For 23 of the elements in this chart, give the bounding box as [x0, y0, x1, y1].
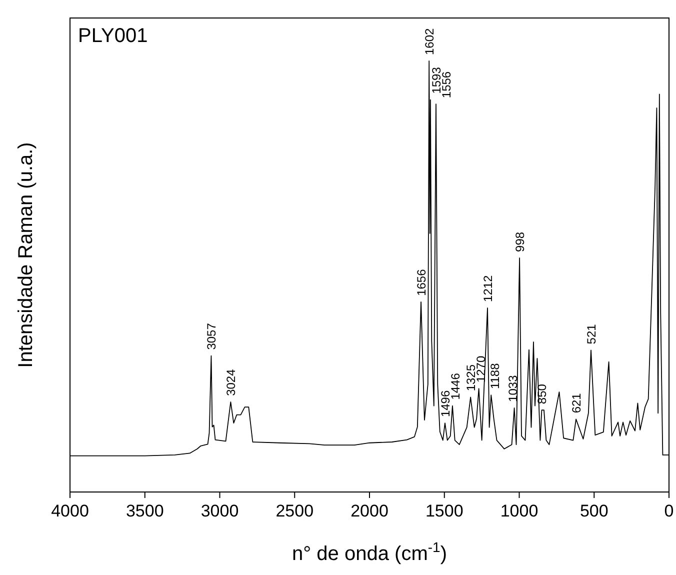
annotation: 1033	[506, 374, 520, 402]
x-tick-label: 2500	[276, 501, 314, 520]
x-tick-label: 3000	[200, 501, 239, 520]
x-tick-label: 0	[664, 501, 674, 520]
x-axis-title: n° de onda (cm$^{-1}$)	[292, 539, 447, 565]
annotation: 1602	[422, 28, 436, 55]
annotation: 521	[584, 324, 598, 344]
x-tick-label: 3500	[126, 501, 164, 520]
x-tick-label: 4000	[51, 501, 89, 520]
annotation: 3024	[224, 368, 238, 396]
annotation: 621	[569, 392, 584, 414]
annotation: 1188	[488, 362, 502, 390]
y-axis-title: Intensidade Raman (u.a.)	[15, 142, 37, 368]
x-tick-label: 1000	[500, 501, 538, 520]
annotation: 1325	[464, 364, 478, 392]
annotation: 1656	[414, 268, 428, 296]
annotation: 1212	[480, 274, 495, 302]
x-tick-label: 1500	[425, 501, 464, 520]
annotation: 3057	[204, 322, 219, 350]
x-tick-label: 2000	[350, 501, 388, 520]
chart-title: PLY001	[78, 25, 148, 47]
x-tick-label: 500	[580, 501, 608, 520]
annotation: 998	[512, 232, 527, 252]
